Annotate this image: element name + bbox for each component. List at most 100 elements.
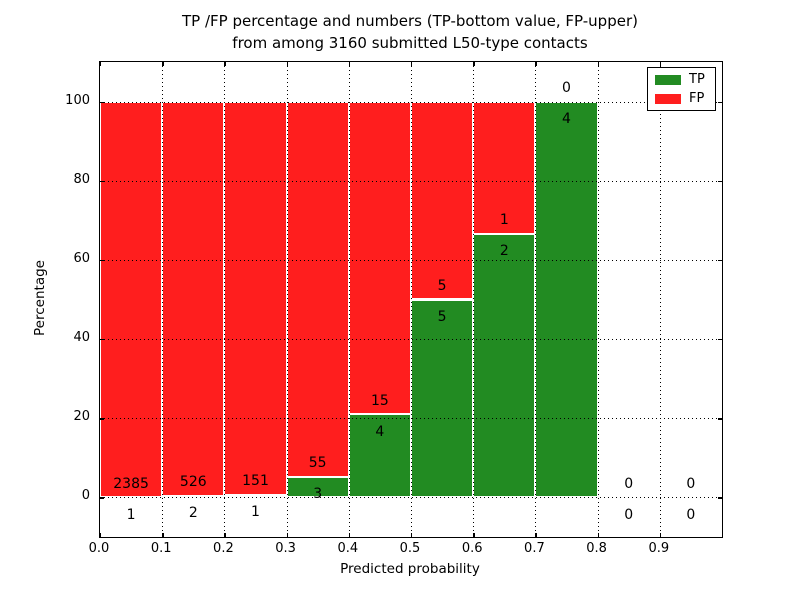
tick-mark [535,533,537,537]
tick-mark [162,533,164,537]
chart-title-line2: from among 3160 submitted L50-type conta… [232,34,588,52]
x-axis-label: Predicted probability [340,561,480,577]
tp-count-label: 2 [499,242,509,259]
tp-count-label: 4 [562,111,571,127]
x-tick-label: 0.2 [213,541,234,556]
tp-count-label: 0 [624,506,634,523]
tick-mark [718,259,722,262]
fp-count-label: 0 [562,80,571,97]
tick-mark [411,62,413,66]
tp-count-label: 3 [313,486,323,503]
y-tick-label: 0 [81,488,90,504]
tick-mark [100,180,104,183]
chart-title-line1: TP /FP percentage and numbers (TP-bottom… [182,12,638,30]
x-tick-label: 0.1 [150,541,172,556]
tp-count-label: 2 [188,505,198,522]
y-tick-label: 100 [65,92,90,108]
tp-count-label: 1 [251,504,260,521]
tick-mark [718,418,722,420]
grid-line-v [597,62,599,537]
legend-label-fp: FP [689,90,705,106]
bar-fp [100,101,163,498]
tick-mark [473,533,475,537]
bar-fp [286,101,349,477]
tick-mark [718,101,722,103]
y-axis-label: Percentage [32,260,48,336]
legend-label-tp: TP [689,71,705,87]
bar-tp [473,233,536,498]
fp-count-label: 2385 [113,475,149,492]
bar-fp [411,101,474,300]
tick-mark [718,339,722,341]
tp-count-label: 0 [686,506,696,523]
y-tick-label: 60 [73,250,90,266]
x-tick-label: 0.5 [399,541,421,556]
x-tick-label: 0.7 [524,541,545,556]
legend-box: TP FP [647,67,716,111]
grid-line-v [535,62,537,537]
fp-color-swatch [655,93,681,104]
tick-mark [162,62,164,66]
tp-count-label: 5 [437,308,447,325]
tick-mark [659,533,662,537]
x-tick-label: 0.8 [586,541,607,556]
tick-mark [224,62,226,66]
bar-tp [411,299,474,498]
fp-count-label: 526 [179,474,207,491]
tp-count-label: 4 [375,423,385,440]
tick-mark [473,62,475,66]
fp-count-label: 15 [370,392,389,409]
tick-mark [100,62,102,66]
tick-mark [100,418,104,420]
bar-tp [348,414,411,498]
legend-entry-tp: TP [655,71,708,87]
tick-mark [411,533,413,537]
fp-count-label: 55 [308,455,327,472]
tick-mark [535,62,537,66]
x-tick-label: 0.3 [275,541,296,556]
chart-title: TP /FP percentage and numbers (TP-bottom… [99,10,721,54]
tick-mark [286,62,288,66]
tick-mark [100,533,102,537]
bar-tp [535,101,598,498]
tick-mark [718,180,722,183]
y-tick-label: 40 [73,330,90,346]
grid-line-v [473,62,475,537]
x-tick-label: 0.6 [461,541,483,556]
y-tick-label: 20 [73,409,90,425]
legend-entry-fp: FP [655,90,708,106]
fp-count-label: 0 [686,475,696,492]
x-tick-label: 0.0 [88,541,110,556]
tick-mark [100,497,104,499]
tick-mark [100,339,104,341]
tick-mark [224,533,226,537]
grid-line-v [348,62,350,537]
grid-line-v [162,62,164,537]
fp-count-label: 151 [242,473,269,490]
tp-count-label: 1 [126,506,136,523]
y-tick-label: 80 [73,171,90,187]
fp-count-label: 5 [437,278,447,295]
grid-line-v [659,62,661,537]
tp-color-swatch [655,74,681,85]
tick-mark [597,533,599,537]
tick-mark [348,533,351,537]
tick-mark [286,533,288,537]
grid-line-v [286,62,288,537]
fp-count-label: 0 [624,475,634,492]
tick-mark [659,62,662,66]
tick-mark [100,259,104,262]
grid-line-v [411,62,412,537]
x-tick-label: 0.4 [337,541,359,556]
x-tick-label: 0.9 [648,541,670,556]
fp-count-label: 1 [499,212,509,229]
bar-fp [348,101,411,415]
bar-fp [162,101,225,496]
tick-mark [597,62,599,66]
tick-mark [718,497,722,499]
tick-mark [100,101,104,103]
plot-area: 2385 1 526 2 151 1 55 3 15 4 5 5 1 2 0 4 0 0 0 0 [99,61,723,538]
grid-line-v [224,62,226,537]
tick-mark [348,62,351,66]
